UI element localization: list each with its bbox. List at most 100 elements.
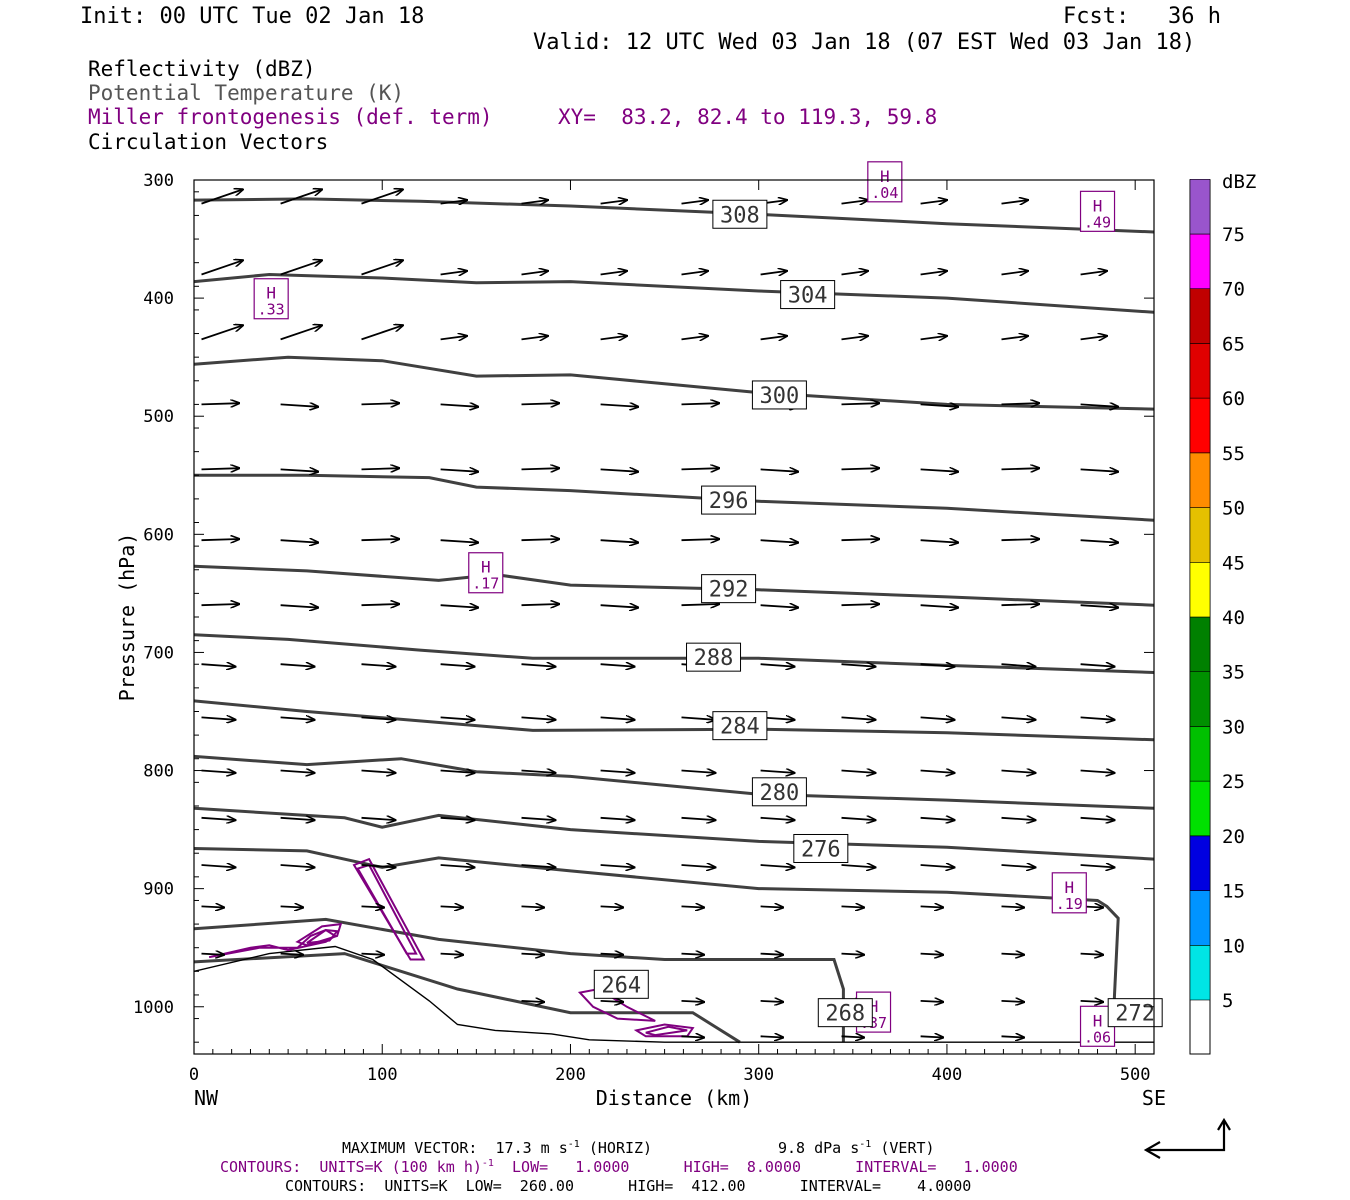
circulation-vector <box>920 404 959 406</box>
circulation-vector <box>1001 468 1040 469</box>
circulation-vector <box>440 954 464 955</box>
circulation-vector <box>280 771 315 773</box>
circulation-vector <box>1080 404 1119 406</box>
colorbar-level-label: 25 <box>1222 771 1245 793</box>
colorbar-band <box>1189 397 1211 454</box>
circulation-vector <box>841 271 868 275</box>
circulation-vector <box>1001 664 1036 666</box>
circulation-vector <box>201 260 243 276</box>
circulation-vector <box>920 540 959 542</box>
circulation-vector <box>600 200 627 204</box>
colorbar-level-label: 5 <box>1222 990 1233 1012</box>
footer-contours-fronto: CONTOURS: UNITS=K (100 km h)-1 LOW= 1.00… <box>220 1158 1018 1176</box>
theta-contour-line <box>194 806 1154 861</box>
theta-label-text: 280 <box>760 781 800 806</box>
circulation-vector <box>201 865 236 867</box>
theta-contour-line <box>194 754 1154 810</box>
theta-contour-line <box>194 917 845 1043</box>
theta-contour-label: 264 <box>593 969 649 999</box>
circulation-vector <box>920 605 959 607</box>
circulation-vector <box>681 468 720 469</box>
frontogenesis-max-label: H.33 <box>253 278 289 320</box>
theta-contour-line <box>194 699 1154 742</box>
circulation-vector <box>201 906 225 907</box>
circulation-vector <box>361 539 400 540</box>
init-time: Init: 00 UTC Tue 02 Jan 18 <box>80 4 425 29</box>
y-tick-label: 600 <box>143 525 174 545</box>
circulation-vector <box>681 771 716 773</box>
circulation-vector <box>681 717 716 719</box>
theta-label-text: 300 <box>760 384 800 409</box>
circulation-vector <box>600 271 627 275</box>
circulation-vector <box>280 325 322 341</box>
circulation-vector <box>280 404 319 406</box>
circulation-vector <box>361 403 400 404</box>
theta-label-box <box>817 998 873 1028</box>
circulation-vector <box>1080 336 1107 340</box>
theta-contour-label: 284 <box>712 711 768 741</box>
circulation-vector <box>521 604 560 605</box>
circulation-vector <box>361 771 396 773</box>
circulation-vector <box>280 717 315 719</box>
y-tick-label: 700 <box>143 643 174 663</box>
circulation-vector <box>361 189 403 205</box>
circulation-vector <box>361 954 385 955</box>
theta-contours <box>194 197 1154 1044</box>
circulation-vector <box>201 664 236 666</box>
circulation-vector <box>280 664 315 666</box>
circulation-vector <box>440 818 475 820</box>
circulation-vector <box>600 605 639 607</box>
forecast-hour: 36 h <box>1168 4 1221 29</box>
circulation-vector <box>1001 1036 1025 1037</box>
legend-reflectivity: Reflectivity (dBZ) <box>88 57 316 81</box>
y-axis-label: Pressure (hPa) <box>115 533 139 702</box>
colorbar-band <box>1189 835 1211 891</box>
x-axis-label: Distance (km) <box>596 1086 753 1110</box>
circulation-vector <box>760 1001 784 1002</box>
circulation-vector <box>841 771 876 773</box>
circulation-vector <box>841 1036 865 1037</box>
circulation-vector <box>521 271 548 275</box>
theta-contour-label: 308 <box>712 199 768 229</box>
legend-frontogenesis: Miller frontogenesis (def. term) <box>88 105 493 129</box>
axes: 0 100 200 300 400 500 300 400 500 600 700 800 900 100… <box>133 171 1154 1085</box>
theta-label-text: 264 <box>601 973 641 998</box>
circulation-vector <box>841 604 880 605</box>
circulation-vector <box>280 865 315 867</box>
frontogenesis-high-symbol: H <box>266 284 276 303</box>
circulation-vector <box>1001 818 1036 820</box>
theta-contour-label: 292 <box>701 574 757 604</box>
x-tick-label: 100 <box>367 1065 398 1085</box>
y-tick-label: 1000 <box>133 998 174 1018</box>
circulation-vector <box>280 906 304 907</box>
circulation-vector <box>920 336 947 340</box>
circulation-vector <box>440 865 475 867</box>
frontogenesis-label-box <box>253 278 289 320</box>
circulation-vector <box>600 906 624 907</box>
circulation-vector <box>1080 865 1115 867</box>
nw-label: NW <box>194 1086 219 1110</box>
circulation-vector <box>521 865 556 867</box>
circulation-vector <box>600 771 635 773</box>
circulation-vector <box>361 717 396 719</box>
frontogenesis-max-label: H.06 <box>1079 1005 1116 1047</box>
circulation-vector <box>201 604 240 605</box>
circulation-vector <box>600 664 635 666</box>
circulation-vector <box>1080 717 1115 719</box>
theta-contour-line <box>194 197 1154 234</box>
theta-contour-line <box>194 473 1154 522</box>
circulation-vector <box>841 403 880 404</box>
frontogenesis-high-symbol: H <box>1064 878 1074 897</box>
circulation-vector <box>920 469 959 471</box>
circulation-vector <box>1080 271 1107 275</box>
colorbar-level-label: 55 <box>1222 443 1245 465</box>
circulation-vector <box>361 865 396 867</box>
frontogenesis-label-box <box>867 161 903 203</box>
legend-vectors: Circulation Vectors <box>88 130 329 154</box>
circulation-vector <box>280 540 319 542</box>
circulation-vector <box>1080 664 1115 666</box>
frontogenesis-high-symbol: H <box>869 997 879 1016</box>
circulation-vector <box>681 604 720 605</box>
contour-labels: H.33H.17H.49H.19H.37H.04H.06308304300296… <box>253 161 1163 1047</box>
circulation-vector <box>681 906 705 907</box>
